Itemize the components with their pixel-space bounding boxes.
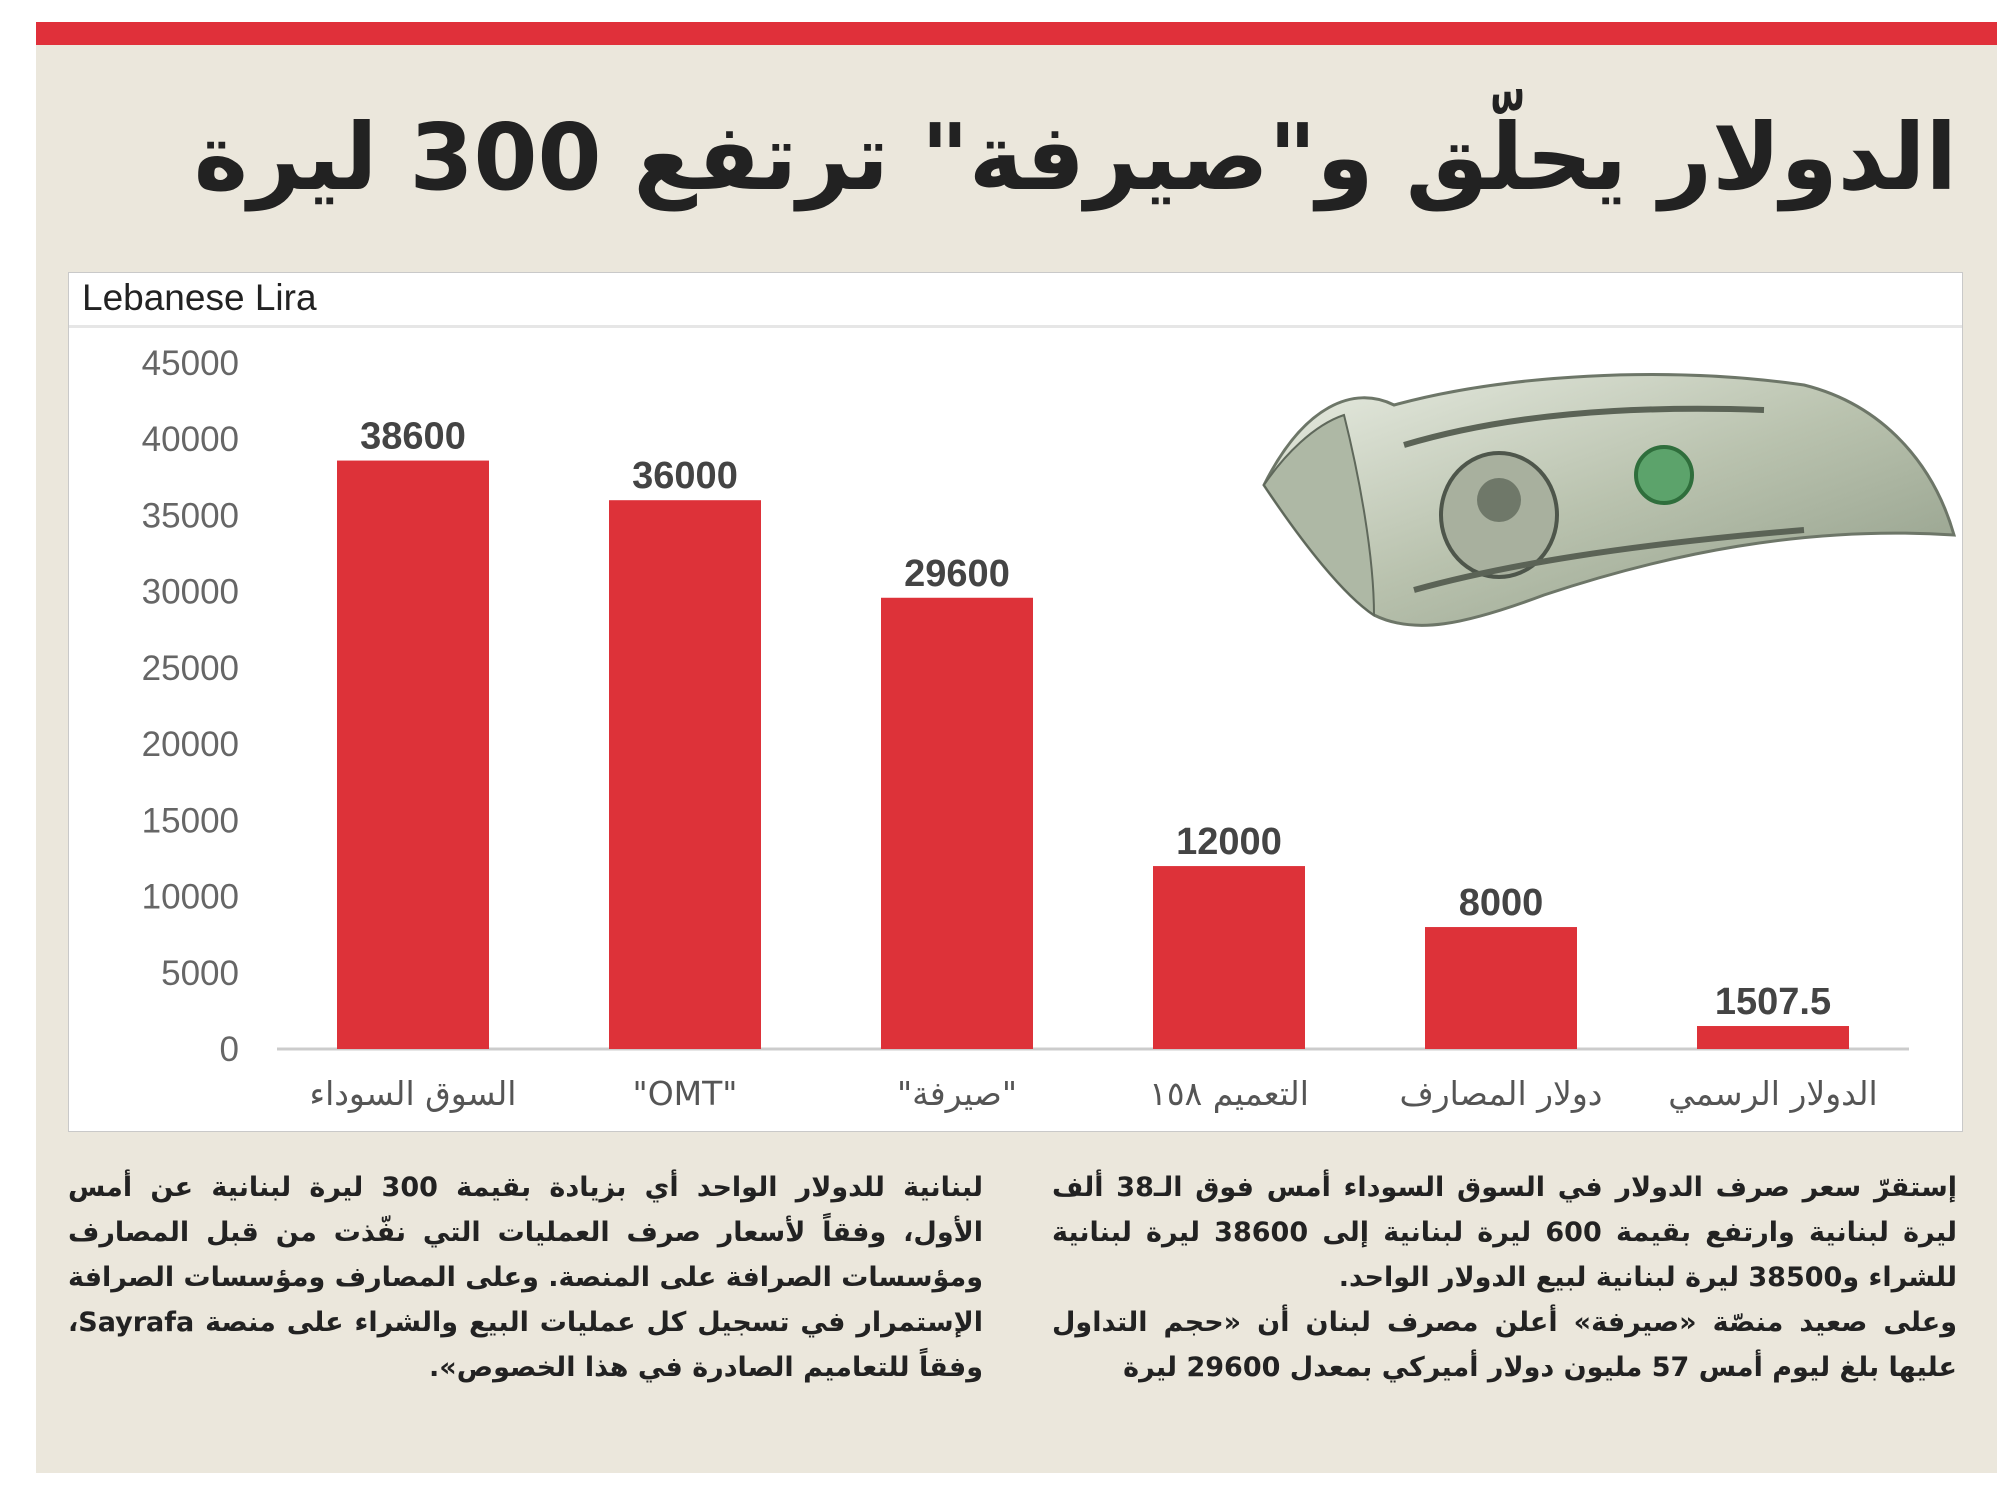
bar-value-label: 8000: [1459, 882, 1544, 924]
article-right-column: إستقرّ سعر صرف الدولار في السوق السوداء …: [1052, 1165, 1957, 1390]
bar-value-label: 29600: [904, 553, 1010, 595]
bar-value-label: 12000: [1176, 821, 1282, 863]
x-category-label: السوق السوداء: [310, 1074, 517, 1113]
article-paragraph-3: لبنانية للدولار الواحد أي بزيادة بقيمة 3…: [68, 1172, 983, 1383]
bar: [1425, 927, 1577, 1049]
title-divider: [69, 325, 1962, 328]
article-left-column: لبنانية للدولار الواحد أي بزيادة بقيمة 3…: [68, 1165, 983, 1390]
y-tick-label: 15000: [142, 801, 239, 840]
x-category-label: التعميم ١٥٨: [1149, 1074, 1309, 1113]
x-category-label: دولار المصارف: [1400, 1074, 1603, 1113]
bar: [1153, 866, 1305, 1049]
bar-chart: 0 5000 10000 15000 20000 25000 30000 35000 40000…: [142, 344, 1909, 1113]
x-category-label: "OMT": [633, 1074, 738, 1113]
bar: [1697, 1026, 1849, 1049]
y-tick-label: 35000: [142, 496, 239, 535]
chart-container: Lebanese Lira 0 5000 10000 15000 20000 25000 3…: [68, 272, 1963, 1132]
article-paragraph-2: وعلى صعيد منصّة «صيرفة» أعلن مصرف لبنان …: [1052, 1307, 1957, 1383]
y-tick-label: 5000: [161, 954, 239, 993]
bar-value-label: 36000: [632, 455, 738, 497]
y-tick-label: 45000: [142, 344, 239, 383]
y-tick-label: 25000: [142, 649, 239, 688]
top-accent-bar: [36, 22, 1997, 45]
chart-title: Lebanese Lira: [82, 277, 317, 318]
bar: [337, 460, 489, 1049]
y-tick-label: 20000: [142, 725, 239, 764]
bar-value-label: 38600: [360, 416, 466, 458]
bar: [881, 597, 1033, 1049]
bar: [609, 500, 761, 1049]
x-category-label: "صيرفة": [897, 1074, 1017, 1113]
headline: الدولار يحلّق و"صيرفة" ترتفع 300 ليرة: [193, 104, 1957, 211]
y-tick-label: 30000: [142, 573, 239, 612]
y-tick-label: 40000: [142, 420, 239, 459]
bar-value-label: 1507.5: [1715, 981, 1831, 1023]
x-category-label: الدولار الرسمي: [1668, 1074, 1877, 1113]
y-tick-label: 10000: [142, 878, 239, 917]
dollar-bill-illustration: [1262, 373, 1957, 627]
y-tick-label: 0: [220, 1030, 239, 1069]
article-paragraph-1: إستقرّ سعر صرف الدولار في السوق السوداء …: [1052, 1172, 1958, 1293]
